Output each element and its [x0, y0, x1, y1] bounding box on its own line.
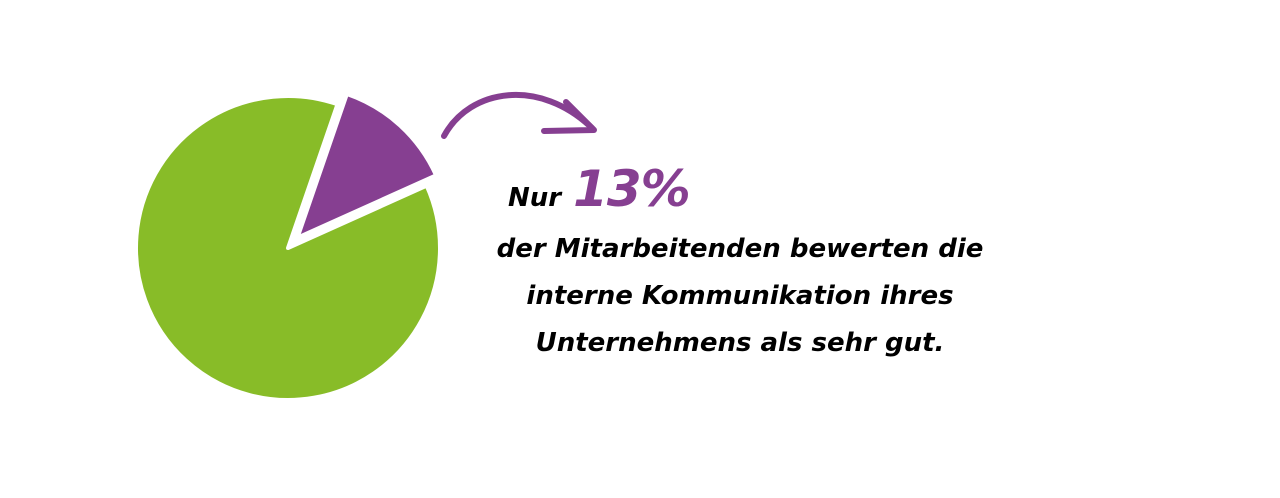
- headline-prefix: Nur: [508, 183, 562, 213]
- callout-line-2: interne Kommunikation ihres: [526, 281, 954, 311]
- pie-chart: [134, 91, 442, 402]
- callout-line-1: der Mitarbeitenden bewerten die: [496, 234, 984, 264]
- headline-percentage: 13%: [573, 160, 691, 218]
- callout-line-3: Unternehmens als sehr gut.: [535, 328, 945, 358]
- headline: Nur 13%: [508, 160, 691, 224]
- curved-arrow-icon: [441, 91, 597, 139]
- pie-slice-1: [295, 91, 439, 240]
- callout-description: der Mitarbeitenden bewerten die interne …: [470, 226, 1010, 367]
- pie-slice-2: [134, 94, 442, 402]
